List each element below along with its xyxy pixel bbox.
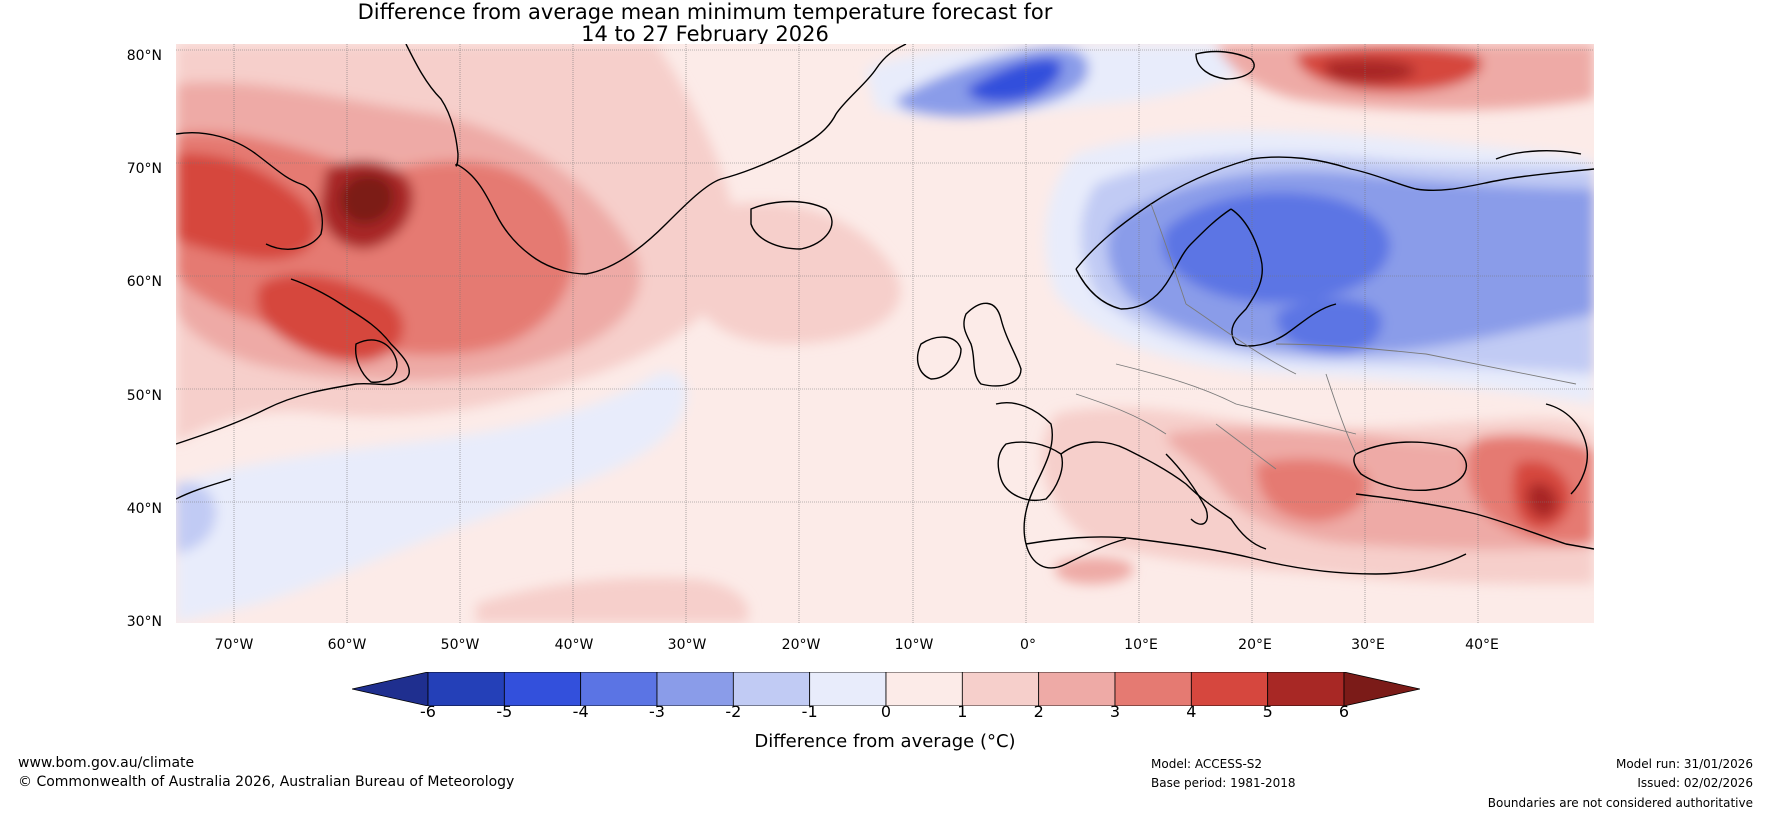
coast-ireland — [916, 336, 962, 380]
colorbar-tick-label: 3 — [1109, 702, 1121, 721]
anomaly-zone-caucasus-peak — [1526, 482, 1558, 519]
anomaly-zone-gulfstream-cold — [176, 482, 216, 554]
coast-norway-south — [1075, 208, 1232, 310]
chart-title-line-1: Difference from average mean minimum tem… — [357, 0, 1053, 24]
coast-mediterranean-north — [1060, 441, 1267, 550]
coast-greenland-west — [405, 44, 459, 167]
colorbar-box — [427, 672, 505, 706]
anomaly-zone-atlantic-warm — [690, 202, 901, 344]
lon-label-60w: 60°W — [327, 637, 367, 653]
lon-label-40w: 40°W — [554, 637, 594, 653]
coast-italy — [1165, 453, 1208, 525]
footer-model: Model: ACCESS-S2 — [1151, 757, 1263, 771]
footer-base-period: Base period: 1981-2018 — [1151, 776, 1296, 790]
colorbar — [352, 672, 1420, 706]
colorbar-tick-label: -2 — [725, 702, 742, 721]
footer-disclaimer: Boundaries are not considered authoritat… — [1487, 796, 1753, 810]
coast-iceland — [750, 200, 833, 250]
colorbar-box — [580, 672, 658, 706]
colorbar-box — [1267, 672, 1345, 706]
lon-label-0: 0° — [1020, 637, 1036, 653]
footer-model-run: Model run: 31/01/2026 — [1615, 757, 1753, 771]
coast-north-africa — [1025, 536, 1467, 575]
footer-issued: Issued: 02/02/2026 — [1637, 776, 1753, 790]
lat-label-60n: 60°N — [126, 274, 162, 290]
anomaly-zone-baffin-hot — [176, 153, 317, 260]
graticule — [176, 44, 1594, 623]
lon-label-50w: 50°W — [440, 637, 480, 653]
anomaly-zone-barents-core — [1324, 58, 1416, 84]
lat-label-30n: 30°N — [126, 614, 162, 630]
colorbar-tick-label: 5 — [1262, 702, 1273, 721]
lat-label-50n: 50°N — [126, 388, 162, 404]
colorbar-tick-label: -4 — [572, 702, 589, 721]
colorbar-box — [961, 672, 1040, 706]
lat-label-40n: 40°N — [126, 501, 162, 517]
colorbar-extension-high — [1343, 672, 1420, 706]
coast-baffin — [176, 132, 323, 250]
colorbar-tick-label: -1 — [801, 702, 818, 721]
anomaly-zone-subtropic-cool — [176, 372, 687, 623]
coast-britain — [963, 302, 1022, 387]
colorbar-tick-label: 6 — [1338, 702, 1350, 721]
lat-label-80n: 80°N — [126, 48, 162, 64]
colorbar-extension-low — [352, 672, 429, 706]
colorbar-tick-label: -5 — [496, 702, 513, 721]
coast-novaya-zemlya — [1495, 150, 1582, 160]
anomaly-zone-baltic-cold-4 — [1276, 298, 1382, 355]
anomaly-zone-greenland-peak — [340, 174, 395, 225]
lon-label-70w: 70°W — [214, 637, 254, 653]
colorbar-box — [503, 672, 582, 706]
coast-svalbard — [1195, 50, 1255, 80]
colorbar-box — [656, 672, 734, 706]
colorbar-box — [732, 672, 811, 706]
lon-label-20e: 20°E — [1238, 637, 1272, 653]
colorbar-box — [1114, 672, 1192, 706]
lon-label-30e: 30°E — [1351, 637, 1385, 653]
temperature-anomaly-map — [176, 44, 1594, 623]
footer-website: www.bom.gov.au/climate — [18, 755, 195, 771]
lon-label-10e: 10°E — [1124, 637, 1158, 653]
colorbar-tick-label: -3 — [649, 702, 665, 721]
lat-label-70n: 70°N — [126, 161, 162, 177]
colorbar-tick-label: 1 — [957, 702, 968, 721]
coast-black-sea — [1353, 441, 1468, 491]
colorbar-tick-label: -6 — [420, 702, 436, 721]
coastlines — [176, 44, 1594, 575]
colorbar-tick-label: 2 — [1033, 702, 1044, 721]
coast-turkey-east — [1355, 493, 1594, 550]
colorbar-box — [1038, 672, 1116, 706]
coast-newfoundland — [354, 339, 398, 383]
lon-label-10w: 10°W — [894, 637, 934, 653]
anomaly-zone-westafrica-warm — [476, 577, 749, 623]
coast-greenland — [455, 44, 907, 275]
anomaly-zone-africa-warm — [1055, 557, 1134, 584]
colorbar-label: Difference from average (°C) — [754, 731, 1016, 752]
anomaly-zone-arctic-core — [966, 58, 1062, 103]
lon-label-20w: 20°W — [781, 637, 821, 653]
colorbar-box — [1190, 672, 1269, 706]
colorbar-tick-label: 0 — [880, 702, 892, 721]
country-borders — [1075, 203, 1577, 470]
coast-nova-scotia — [176, 478, 232, 500]
colorbar-box — [885, 672, 963, 706]
lon-label-40e: 40°E — [1465, 637, 1499, 653]
anomaly-zone-scandinavia-cold-4 — [1162, 192, 1391, 303]
coast-labrador — [176, 278, 410, 445]
colorbar-tick-label: 4 — [1186, 702, 1197, 721]
coast-caspian — [1545, 403, 1588, 495]
chart-title-line-2: 14 to 27 February 2026 — [581, 22, 829, 46]
lon-label-30w: 30°W — [667, 637, 707, 653]
colorbar-box — [809, 672, 887, 706]
coast-europe-west — [995, 402, 1127, 569]
coast-iberia — [997, 441, 1063, 501]
anomaly-zone-balkans-hot — [1256, 458, 1369, 522]
footer-copyright: © Commonwealth of Australia 2026, Austra… — [18, 774, 515, 790]
coast-baltic — [1230, 208, 1337, 347]
